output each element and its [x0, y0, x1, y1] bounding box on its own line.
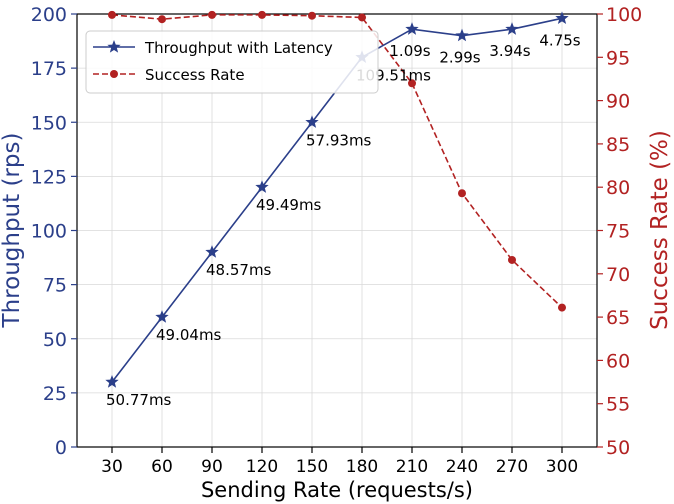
y-right-tick-label: 65: [606, 307, 630, 329]
success-rate-point: [358, 13, 366, 22]
success-rate-point: [158, 15, 166, 24]
right-axis-ticks: 50 55 60 65 70 75 80 85 90 95 100: [597, 4, 642, 459]
latency-label: 4.75s: [539, 31, 580, 49]
latency-label: 57.93ms: [306, 131, 372, 149]
y-axis-left-title: Throughput (rps): [0, 133, 25, 329]
latency-label: 49.04ms: [156, 326, 222, 344]
left-axis-ticks: 0 25 50 75 100 125 150 175 200: [31, 4, 77, 459]
throughput-point: [155, 310, 169, 323]
latency-label: 50.77ms: [106, 391, 172, 409]
latency-label: 3.94s: [489, 42, 530, 60]
throughput-point: [205, 245, 219, 258]
throughput-point: [455, 28, 469, 42]
throughput-point: [255, 180, 269, 193]
y-right-tick-label: 55: [606, 394, 630, 416]
y-left-tick-label: 100: [31, 221, 67, 243]
success-rate-point: [208, 10, 216, 19]
y-left-tick-label: 150: [31, 112, 67, 134]
success-rate-point: [508, 255, 516, 264]
throughput-point: [505, 22, 519, 35]
x-axis-ticks: 30 60 90 120 150 180 210 240 270 300: [101, 447, 578, 477]
legend-throughput-label: Throughput with Latency: [144, 39, 333, 57]
y-left-tick-label: 200: [31, 4, 67, 26]
throughput-point: [305, 115, 319, 128]
y-right-tick-label: 95: [606, 47, 630, 69]
legend-throughput-marker: [107, 40, 121, 53]
throughput-point: [105, 375, 119, 388]
latency-label: 49.49ms: [256, 196, 322, 214]
y-axis-right-title: Success Rate (%): [647, 130, 673, 330]
throughput-point: [555, 11, 569, 24]
throughput-point: [405, 22, 419, 35]
success-rate-point: [408, 79, 416, 88]
y-left-tick-label: 125: [31, 166, 67, 188]
x-tick-label: 30: [101, 457, 123, 477]
y-left-tick-label: 75: [43, 275, 67, 297]
y-right-tick-label: 90: [606, 91, 630, 113]
x-tick-label: 210: [396, 457, 428, 477]
y-right-tick-label: 75: [606, 221, 630, 243]
x-tick-label: 180: [346, 457, 378, 477]
x-tick-label: 120: [246, 457, 278, 477]
legend: Throughput with Latency Success Rate: [85, 30, 379, 94]
x-tick-label: 60: [151, 457, 173, 477]
legend-success-label: Success Rate: [145, 66, 245, 84]
legend-success-marker: [110, 70, 118, 78]
x-tick-label: 240: [446, 457, 478, 477]
latency-label: 1.09s: [389, 42, 430, 60]
y-left-tick-label: 50: [43, 329, 67, 351]
y-right-tick-label: 50: [606, 437, 630, 459]
success-rate-line: [111, 14, 563, 309]
y-right-tick-label: 100: [606, 4, 642, 26]
success-rate-point: [558, 303, 566, 312]
latency-label: 48.57ms: [206, 261, 272, 279]
x-tick-label: 300: [546, 457, 578, 477]
x-tick-label: 90: [201, 457, 223, 477]
latency-label: 2.99s: [439, 49, 480, 67]
success-rate-point: [308, 11, 316, 20]
y-left-tick-label: 25: [43, 383, 67, 405]
success-rate-series: [108, 10, 566, 312]
x-axis-title: Sending Rate (requests/s): [201, 478, 473, 502]
x-tick-label: 270: [496, 457, 528, 477]
y-left-tick-label: 0: [55, 437, 67, 459]
legend-box: [85, 30, 379, 94]
y-right-tick-label: 85: [606, 134, 630, 156]
success-rate-point: [108, 10, 116, 19]
success-rate-point: [258, 10, 266, 19]
y-right-tick-label: 80: [606, 177, 630, 199]
latency-labels: 50.77ms49.04ms48.57ms49.49ms57.93ms109.5…: [106, 31, 581, 409]
y-left-tick-label: 175: [31, 58, 67, 80]
x-tick-label: 150: [296, 457, 328, 477]
y-right-tick-label: 70: [606, 264, 630, 286]
y-right-tick-label: 60: [606, 350, 630, 372]
success-rate-point: [458, 189, 466, 198]
